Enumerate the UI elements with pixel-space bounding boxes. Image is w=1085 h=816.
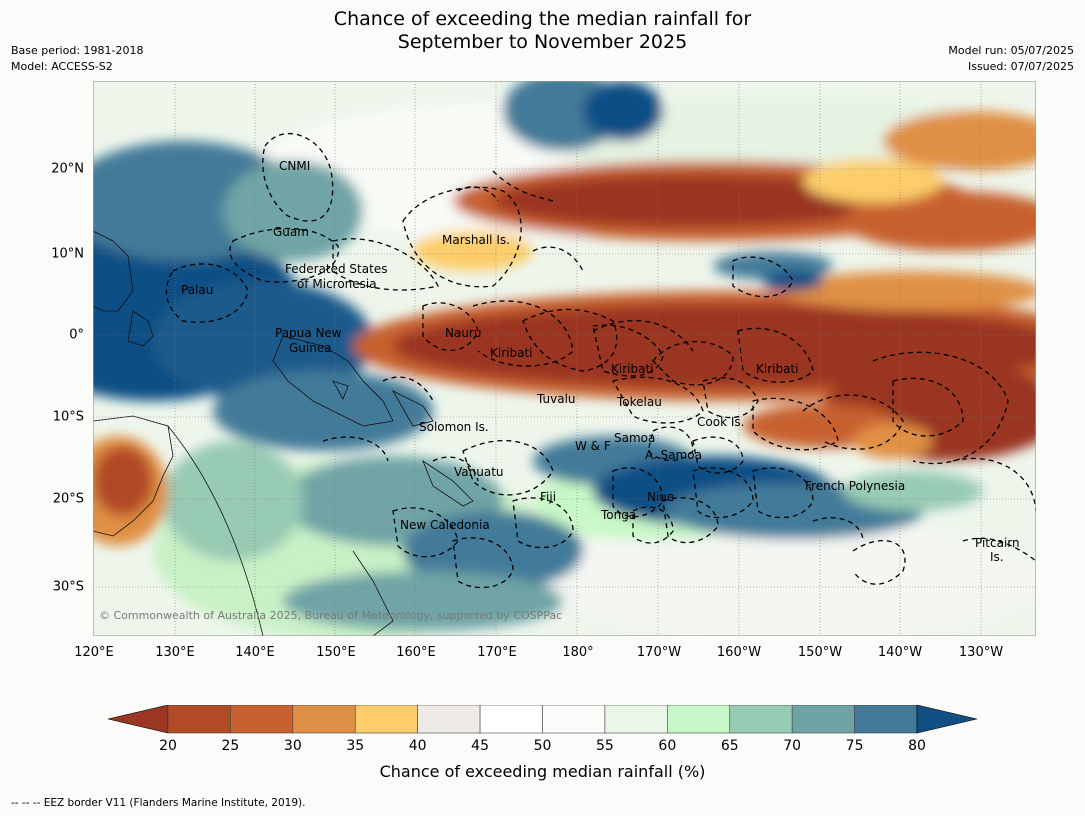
colorbar-swatch: [167, 704, 231, 734]
forecast-map: [93, 81, 1036, 636]
region-label-fsm-2: of Micronesia: [297, 277, 377, 291]
colorbar-swatch: [604, 704, 668, 734]
probability-field: [93, 81, 1036, 636]
colorbar-swatch: [292, 704, 356, 734]
lon-tick: 170°W: [636, 645, 682, 660]
lon-tick: 160°W: [716, 645, 762, 660]
colorbar-swatch: [542, 704, 606, 734]
base-period: Base period: 1981-2018: [11, 44, 144, 57]
meta-left: Base period: 1981-2018 Model: ACCESS-S2: [11, 43, 143, 75]
colorbar-swatch: [729, 704, 793, 734]
colorbar-tick-label: 60: [658, 738, 677, 754]
region-label-pitcairn-2: Is.: [990, 550, 1004, 564]
region-label-wallis-futuna: W & F: [575, 439, 611, 453]
region-label-fsm-1: Federated States: [285, 262, 388, 276]
colorbar-tick-label: 75: [845, 738, 864, 754]
title-line-1: Chance of exceeding the median rainfall …: [333, 8, 752, 30]
colorbar-swatch: [354, 704, 418, 734]
region-label-samoa: Samoa: [614, 431, 656, 445]
lon-tick: 150°E: [316, 645, 356, 660]
region-label-solomon: Solomon Is.: [419, 420, 489, 434]
lon-tick: 140°E: [235, 645, 275, 660]
region-label-png-2: Guinea: [289, 341, 332, 355]
region-label-american-samoa: A. Samoa: [645, 448, 702, 462]
eez-footnote: -- -- -- EEZ border V11 (Flanders Marine…: [11, 797, 306, 809]
lat-tick: 20°S: [52, 491, 84, 507]
region-label-tokelau: Tokelau: [617, 395, 662, 409]
map-border: [93, 81, 1036, 636]
lon-tick: 130°W: [958, 645, 1004, 660]
issued-date: Issued: 07/07/2025: [967, 60, 1074, 73]
colorbar-tick-label: 70: [783, 738, 802, 754]
model-run: Model run: 05/07/2025: [948, 44, 1074, 57]
lat-tick: 20°N: [51, 161, 84, 177]
colorbar-svg: [107, 704, 978, 734]
region-label-tuvalu: Tuvalu: [537, 392, 576, 406]
colorbar-tick-label: 65: [720, 738, 739, 754]
colorbar-tick-label: 40: [408, 738, 427, 754]
lon-tick: 130°E: [155, 645, 195, 660]
region-label-cnmi: CNMI: [279, 159, 311, 173]
region-label-kiribati-east: Kiribati: [756, 362, 799, 376]
region-label-cook-is: Cook Is.: [697, 415, 745, 429]
colorbar-swatch: [479, 704, 543, 734]
model-name: Model: ACCESS-S2: [11, 60, 113, 73]
region-label-fiji: Fiji: [540, 490, 557, 504]
region-label-palau: Palau: [181, 283, 214, 297]
lat-tick: 10°S: [52, 409, 84, 425]
region-label-niue: Niue: [647, 490, 675, 504]
eez-borders: [165, 132, 1036, 589]
region-label-pitcairn-1: Pitcairn: [975, 536, 1020, 550]
map-svg: [93, 81, 1036, 636]
region-label-marshall: Marshall Is.: [442, 233, 510, 247]
lat-tick: 10°N: [51, 246, 84, 262]
graticule: [93, 81, 1036, 636]
colorbar-tick-label: 35: [346, 738, 365, 754]
lon-tick: 150°W: [797, 645, 843, 660]
colorbar-tick-label: 20: [159, 738, 177, 754]
colorbar-swatch: [417, 704, 481, 734]
lon-tick: 120°E: [74, 645, 114, 660]
colorbar-tick-label: 25: [221, 738, 240, 754]
meta-right: Model run: 05/07/2025 Issued: 07/07/2025: [948, 43, 1074, 75]
colorbar-swatch: [230, 704, 294, 734]
lon-tick: 160°E: [396, 645, 436, 660]
region-label-nauru: Nauru: [445, 326, 482, 340]
title-line-2: September to November 2025: [397, 31, 688, 53]
colorbar-swatch: [791, 704, 855, 734]
region-label-kiribati-west: Kiribati: [490, 346, 533, 360]
colorbar-swatch: [667, 704, 731, 734]
copyright-notice: © Commonwealth of Australia 2025, Bureau…: [99, 609, 563, 622]
colorbar-high-extension: [916, 704, 978, 734]
lat-tick: 30°S: [52, 579, 84, 595]
region-label-guam: Guam: [273, 225, 309, 239]
region-label-kiribati-central: Kiribati: [611, 362, 654, 376]
region-label-png-1: Papua New: [275, 326, 342, 340]
region-label-vanuatu: Vanuatu: [454, 465, 504, 479]
colorbar-tick-label: 55: [595, 738, 614, 754]
coastlines: [93, 230, 474, 636]
region-label-tonga: Tonga: [601, 508, 637, 522]
colorbar-swatch: [854, 704, 918, 734]
region-label-new-caledonia: New Caledonia: [400, 518, 490, 532]
colorbar-tick-label: 80: [908, 738, 926, 754]
colorbar-low-extension: [107, 704, 169, 734]
lon-tick: 170°E: [477, 645, 517, 660]
region-label-french-polynesia: French Polynesia: [805, 479, 906, 493]
colorbar: [107, 704, 978, 741]
colorbar-tick-label: 45: [471, 738, 489, 754]
chart-title: Chance of exceeding the median rainfall …: [0, 8, 1085, 54]
lon-tick: 180°: [562, 645, 594, 660]
colorbar-tick-label: 30: [283, 738, 302, 754]
lon-tick: 140°W: [877, 645, 923, 660]
colorbar-tick-label: 50: [533, 738, 552, 754]
lat-tick: 0°: [69, 327, 84, 343]
colorbar-title: Chance of exceeding median rainfall (%): [379, 762, 706, 781]
